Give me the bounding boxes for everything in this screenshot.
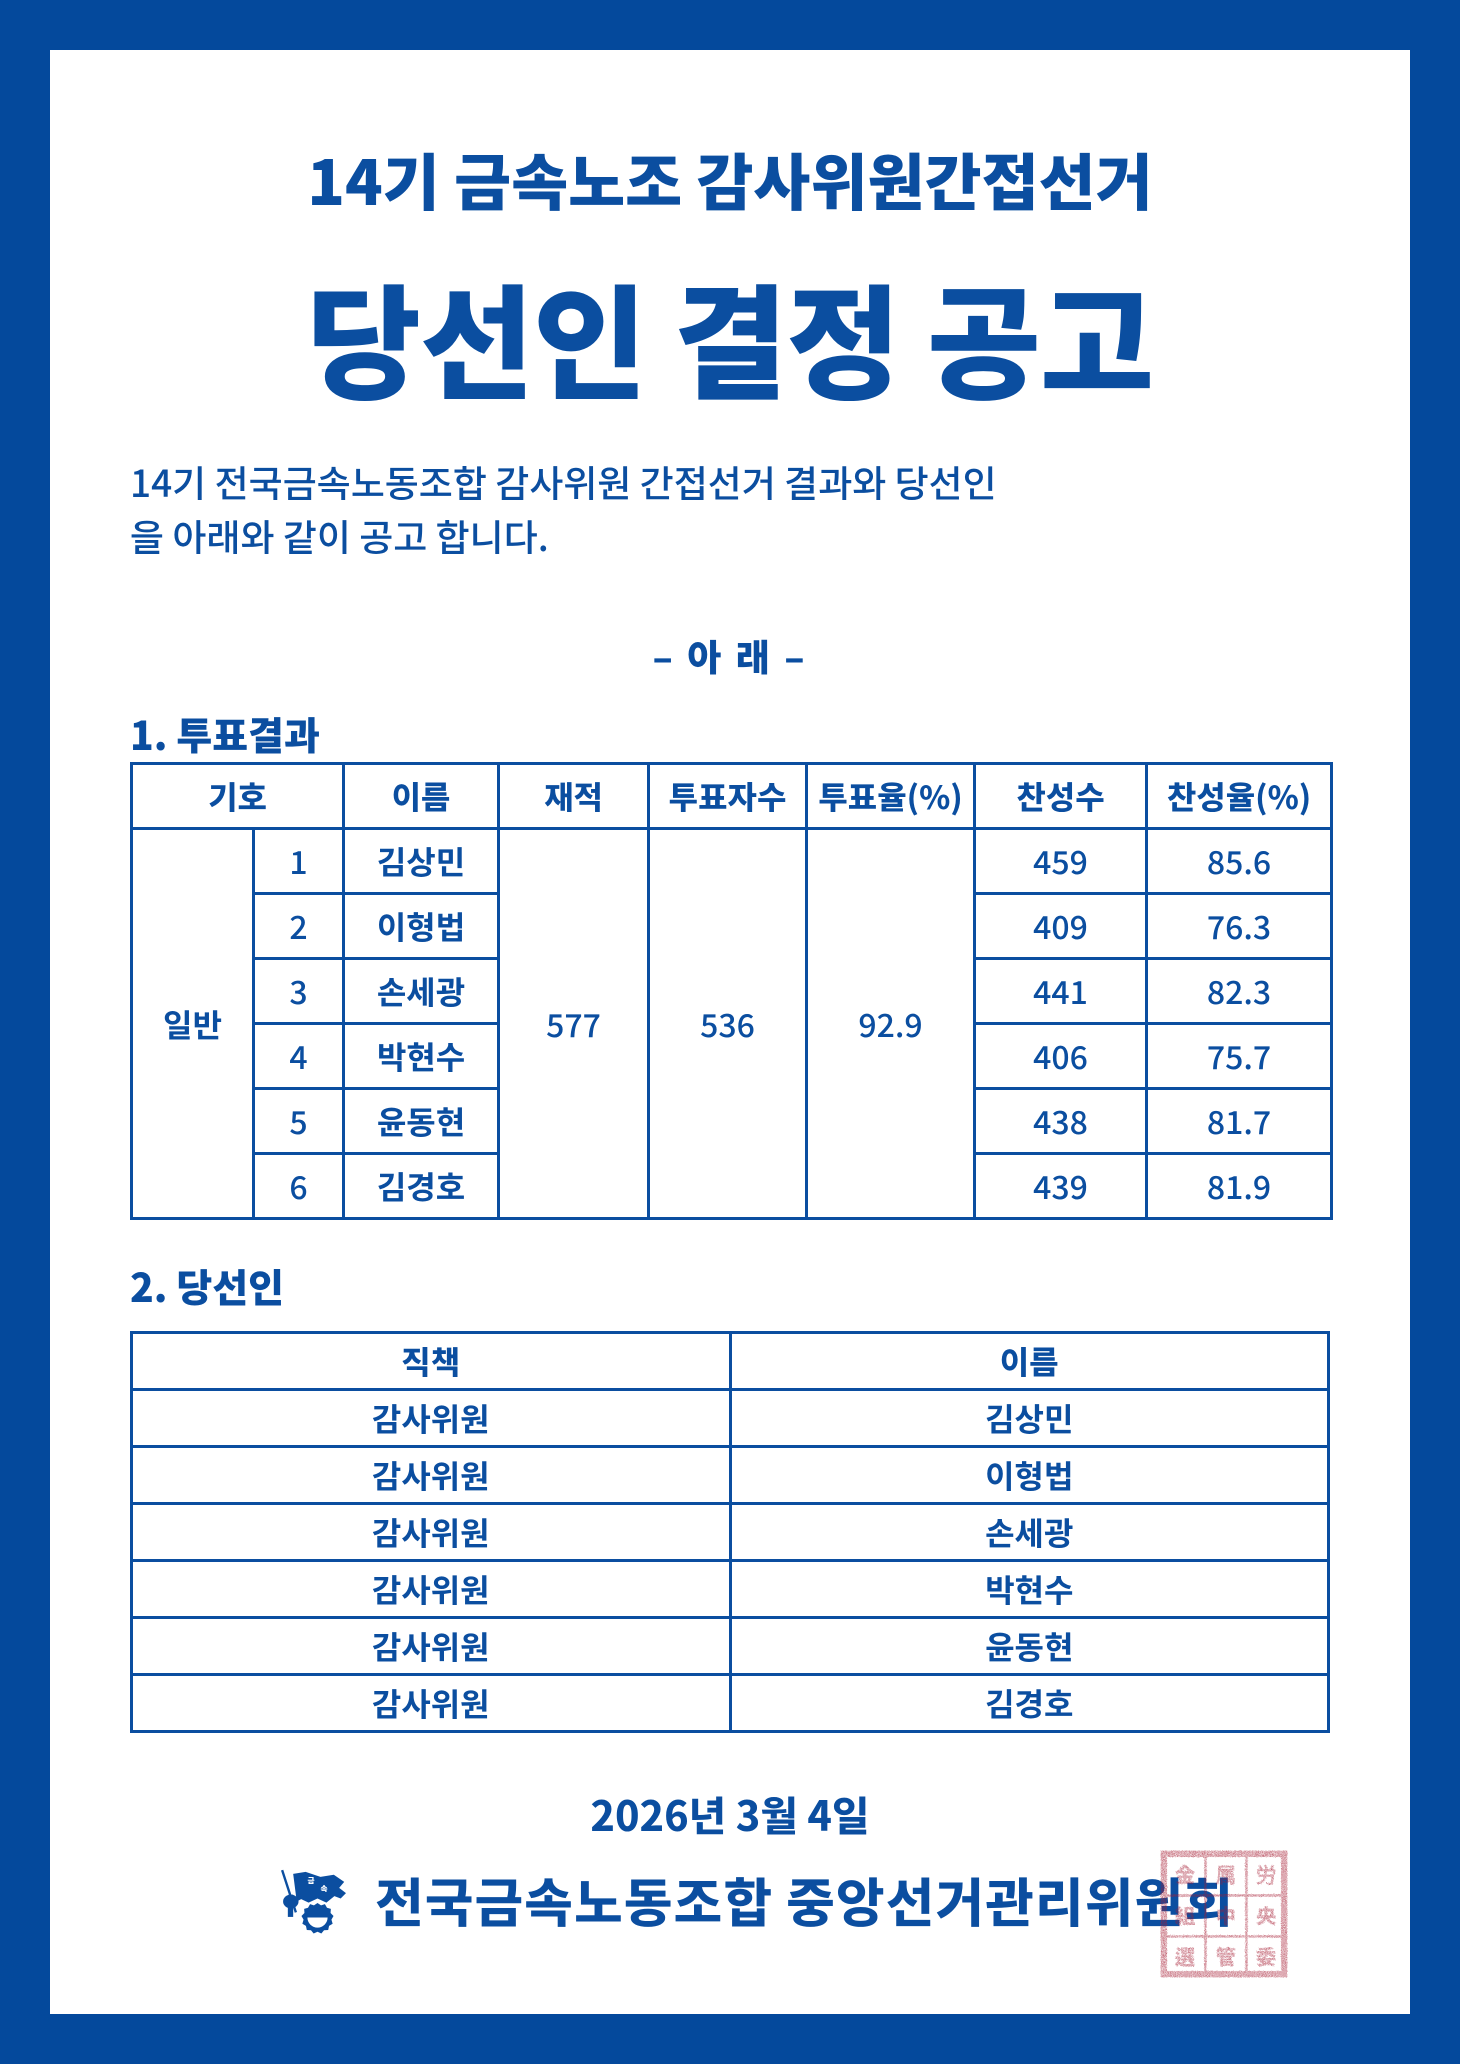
svg-text:管: 管 xyxy=(1216,1941,1236,1971)
svg-text:委: 委 xyxy=(1256,1941,1277,1971)
svg-text:労: 労 xyxy=(1256,1859,1276,1889)
svg-text:属: 属 xyxy=(1216,1859,1236,1889)
svg-text:選: 選 xyxy=(1175,1941,1195,1971)
svg-text:금: 금 xyxy=(307,1876,314,1887)
svg-text:金: 金 xyxy=(1175,1859,1196,1889)
svg-text:組: 組 xyxy=(1175,1900,1195,1930)
svg-text:속: 속 xyxy=(320,1884,327,1895)
svg-text:中: 中 xyxy=(1216,1900,1236,1930)
svg-text:央: 央 xyxy=(1256,1900,1277,1930)
